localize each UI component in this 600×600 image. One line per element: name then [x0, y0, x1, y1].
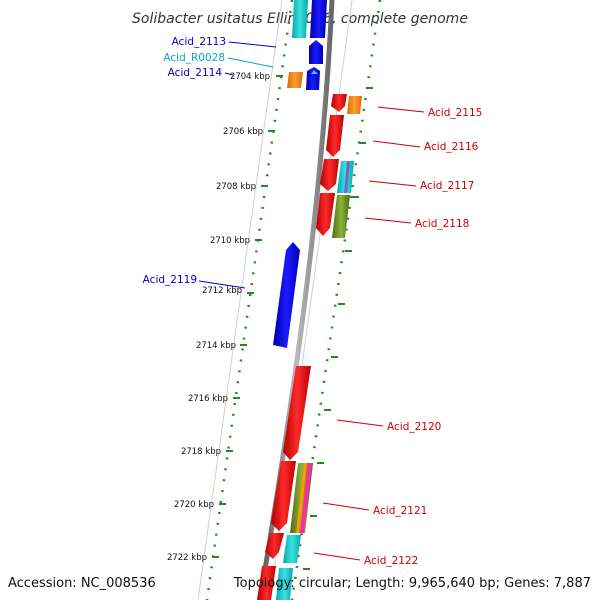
gene-arrow-acid-2122[interactable] [265, 533, 284, 559]
tick-label: 2708 kbp [216, 182, 256, 192]
gene-arrow-acid-2120[interactable] [283, 366, 311, 460]
outer-left-track [205, 0, 294, 600]
gene-feature[interactable] [310, 0, 327, 38]
gene-label-acid-2116[interactable]: Acid_2116 [424, 141, 479, 153]
gene-arrow-acid-2115[interactable] [331, 94, 347, 112]
tick-label: 2716 kbp [188, 394, 228, 404]
tick-label: 2706 kbp [223, 127, 263, 137]
gene-label-acid-2121[interactable]: Acid_2121 [373, 505, 427, 517]
gene-arrow-acid-2113[interactable] [309, 40, 323, 64]
gene-arrow-acid-2114[interactable] [306, 67, 320, 90]
gene-label-acid-r0028[interactable]: Acid_R0028 [163, 52, 225, 64]
rna-arrow-acid-r0028[interactable] [311, 70, 318, 74]
gene-label-acid-2118[interactable]: Acid_2118 [415, 218, 469, 230]
gene-label-acid-2120[interactable]: Acid_2120 [387, 421, 441, 433]
gene-arrow-acid-2121[interactable] [271, 461, 296, 531]
tick-marks [212, 75, 283, 558]
cog-stripe [344, 161, 350, 193]
gene-label-acid-2115[interactable]: Acid_2115 [428, 107, 482, 119]
cog-cyan-feature[interactable] [292, 0, 308, 38]
label-connectors [198, 41, 425, 561]
accession-text: Accession: NC_008536 [8, 576, 156, 591]
gene-label-acid-2119[interactable]: Acid_2119 [143, 274, 197, 286]
gene-label-acid-2117[interactable]: Acid_2117 [420, 180, 474, 192]
cog-cyan-feature[interactable] [276, 568, 293, 600]
tick-label: 2714 kbp [196, 341, 236, 351]
gene-label-acid-2113[interactable]: Acid_2113 [172, 36, 226, 48]
cog-olive-feature[interactable] [332, 195, 350, 238]
left-strand-guide [197, 0, 283, 600]
cog-cyan-feature[interactable] [283, 535, 301, 563]
cog-stripe [300, 463, 312, 533]
right-tick-marks [303, 87, 373, 570]
tick-label: 2712 kbp [202, 286, 242, 296]
tick-label: 2704 kbp [230, 72, 270, 82]
gene-arrow-acid-2116[interactable] [326, 115, 344, 157]
gene-label-acid-2122[interactable]: Acid_2122 [364, 555, 418, 567]
cog-orange-feature[interactable] [347, 96, 362, 114]
cog-orange-feature[interactable] [287, 72, 303, 88]
gene-label-acid-2114[interactable]: Acid_2114 [168, 67, 223, 79]
cog-stripe [296, 463, 307, 533]
gene-arrow-acid-2118[interactable] [316, 193, 335, 236]
gene-feature[interactable] [257, 566, 276, 600]
tick-label: 2710 kbp [210, 236, 250, 246]
tick-label: 2720 kbp [174, 500, 214, 510]
gene-arrow-acid-2119[interactable] [273, 242, 300, 348]
tick-label: 2722 kbp [167, 553, 207, 563]
topology-text: Topology: circular; Length: 9,965,640 bp… [233, 576, 591, 591]
gene-arrow-acid-2117[interactable] [320, 159, 339, 191]
tick-label: 2718 kbp [181, 447, 221, 457]
